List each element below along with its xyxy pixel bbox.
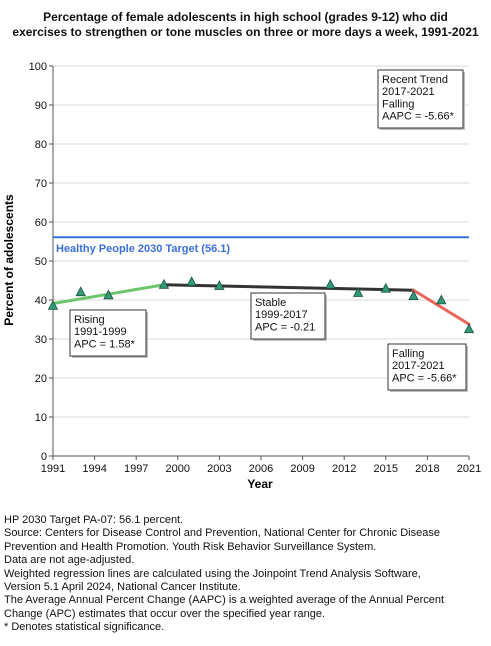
data-markers xyxy=(47,276,475,334)
y-tick-label: 60 xyxy=(35,217,47,229)
target-line-group: Healthy People 2030 Target (56.1) xyxy=(53,236,469,255)
x-tick-label: 1994 xyxy=(82,463,106,475)
data-point-marker xyxy=(463,323,475,334)
y-tick-label: 0 xyxy=(41,451,47,463)
y-tick-label: 40 xyxy=(35,295,47,307)
trend-segment xyxy=(412,288,471,326)
chart-title-line-2: exercises to strengthen or tone muscles … xyxy=(12,25,479,39)
footnotes: HP 2030 Target PA-07: 56.1 percent. Sour… xyxy=(4,514,488,635)
footnote-line: Source: Centers for Disease Control and … xyxy=(4,527,440,540)
y-tick-label: 70 xyxy=(35,178,47,190)
y-tick-label: 90 xyxy=(35,100,47,112)
chart-title-line-1: Percentage of female adolescents in high… xyxy=(43,10,448,24)
box-frame xyxy=(377,69,464,129)
chart-area: 0 10 20 30 40 50 60 70 80 90 100 1991 1994 1997 2000 20… xyxy=(2,61,482,491)
x-tick-label: 1997 xyxy=(124,463,148,475)
annotation-text: Stable xyxy=(255,297,286,309)
target-label: Healthy People 2030 Target (56.1) xyxy=(56,243,230,255)
annotation-text: Falling xyxy=(382,98,414,110)
annotation-text: APC = -5.66* xyxy=(392,372,457,384)
footnote-line: * Denotes statistical significance. xyxy=(4,621,165,634)
y-tick-label: 100 xyxy=(29,61,47,73)
annotation-text: 2017-2021 xyxy=(382,86,435,98)
annotation-text: Falling xyxy=(392,348,424,360)
footnote-line: Version 5.1 April 2024, National Cancer … xyxy=(4,581,241,594)
box-frame xyxy=(387,343,467,391)
footnote-line: The Average Annual Percent Change (AAPC)… xyxy=(4,594,445,607)
footnote-line: Data are not age-adjusted. xyxy=(4,554,135,567)
x-tick-label: 1991 xyxy=(41,463,65,475)
data-point-marker xyxy=(352,287,364,297)
chart-title: Percentage of female adolescents in high… xyxy=(0,10,491,40)
data-point-marker xyxy=(75,286,86,297)
data-point-marker xyxy=(158,278,170,289)
x-tick-label: 2021 xyxy=(457,463,481,475)
footnote-line: Weighted regression lines are calculated… xyxy=(4,567,421,580)
annotation-text: Recent Trend xyxy=(382,74,448,86)
x-tick-label: 2003 xyxy=(207,463,231,475)
annotation-text: APC = 1.58* xyxy=(74,338,136,350)
data-point-marker xyxy=(103,289,114,300)
y-tick-label: 50 xyxy=(35,256,47,268)
x-tick-label: 2015 xyxy=(374,463,398,475)
footnote-line: Change (APC) estimates that occur over t… xyxy=(4,607,325,620)
annotation-text: Rising xyxy=(74,314,105,326)
footnote-line: HP 2030 Target PA-07: 56.1 percent. xyxy=(4,514,184,526)
trend-segment xyxy=(162,283,416,292)
y-tick-label: 20 xyxy=(35,373,47,385)
data-point-marker xyxy=(325,278,336,289)
data-point-marker xyxy=(380,282,391,293)
x-tick-label: 2012 xyxy=(332,463,356,475)
y-tick-label: 10 xyxy=(35,412,47,424)
data-point-marker xyxy=(186,276,197,286)
annotation-text: 2017-2021 xyxy=(392,360,445,372)
annotation-text: AAPC = -5.66* xyxy=(382,111,455,123)
annotation-text: APC = -0.21 xyxy=(255,321,315,333)
y-tick-label: 80 xyxy=(35,139,47,151)
x-tick-label: 2009 xyxy=(290,463,314,475)
data-point-marker xyxy=(436,294,447,305)
data-point-marker xyxy=(214,280,225,290)
annotation-text: 1991-1999 xyxy=(74,326,127,338)
box-frame xyxy=(69,309,147,357)
data-point-marker xyxy=(47,299,59,310)
data-point-marker xyxy=(408,290,419,301)
y-axis-label: Percent of adolescents xyxy=(2,194,16,326)
axes: 0 10 20 30 40 50 60 70 80 90 100 1991 1994 1997 2000 20… xyxy=(29,61,482,475)
box-frame xyxy=(250,292,326,340)
y-tick-label: 30 xyxy=(35,334,47,346)
x-axis-label: Year xyxy=(247,477,273,491)
annotation-text: 1999-2017 xyxy=(255,309,308,321)
x-tick-label: 2018 xyxy=(415,463,439,475)
x-tick-label: 2000 xyxy=(166,463,190,475)
x-tick-label: 2006 xyxy=(249,463,273,475)
footnote-line: Prevention and Health Promotion. Youth R… xyxy=(4,540,377,553)
